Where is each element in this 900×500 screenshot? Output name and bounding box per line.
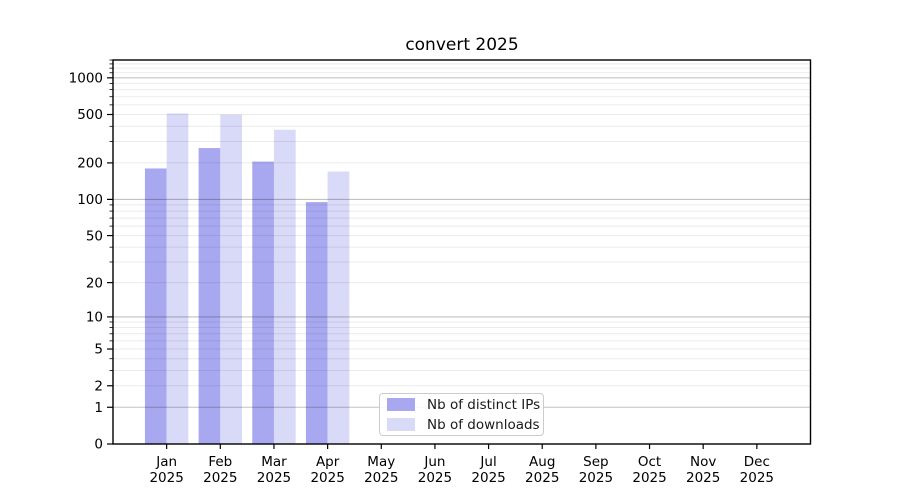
bar-downloads [273,129,296,444]
x-tick-label-month: Jul [479,454,496,470]
x-tick-label-year: 2025 [203,470,237,486]
bar-downloads [327,171,350,445]
bar-downloads [166,113,189,445]
x-tick-label-year: 2025 [632,470,666,486]
x-tick-label-year: 2025 [740,470,774,486]
chart-title: convert 2025 [405,35,519,55]
y-tick-label: 5 [94,342,103,358]
x-tick-label-year: 2025 [418,470,452,486]
x-tick-label-month: Sep [583,454,608,470]
legend-label-downloads: Nb of downloads [427,416,540,433]
x-tick-label-month: Oct [638,454,661,470]
x-tick-label-month: Nov [690,454,716,470]
x-tick-label-year: 2025 [471,470,505,486]
legend-item-downloads: Nb of downloads [387,416,540,433]
legend-item-distinct-ips: Nb of distinct IPs [387,396,541,413]
x-tick-label-month: Dec [744,454,770,470]
x-tick-label-month: May [367,454,395,470]
y-tick-label: 2 [94,378,103,394]
y-tick-label: 10 [86,310,103,326]
x-tick-label-year: 2025 [310,470,344,486]
x-tick-label-year: 2025 [579,470,613,486]
y-tick-label: 500 [77,107,103,123]
x-tick-label-month: Aug [529,454,555,470]
bar-distinct-ips [305,202,328,444]
legend-swatch-distinct-ips [387,398,415,411]
x-tick-label-year: 2025 [686,470,720,486]
bar-distinct-ips [144,168,167,444]
x-tick-label-year: 2025 [364,470,398,486]
legend-label-distinct-ips: Nb of distinct IPs [427,396,541,413]
x-tick-label-month: Apr [316,454,340,470]
x-tick-label-year: 2025 [525,470,559,486]
bar-distinct-ips [198,148,221,444]
bar-downloads [220,114,243,444]
x-tick-label-year: 2025 [149,470,183,486]
x-tick-label-month: Mar [261,454,287,470]
x-tick-label-year: 2025 [257,470,291,486]
legend-swatch-downloads [387,418,415,431]
axes-spines [112,59,812,445]
x-tick-label-month: Feb [208,454,232,470]
y-tick-label: 100 [77,192,103,208]
legend: Nb of distinct IPs Nb of downloads [379,393,544,436]
y-tick-label: 1000 [69,71,103,87]
x-tick-label-month: Jun [423,454,445,470]
y-tick-label: 1 [94,400,103,416]
y-tick-label: 200 [77,156,103,172]
y-tick-label: 0 [94,437,103,453]
y-tick-label: 20 [86,275,103,291]
y-tick-label: 50 [86,228,103,244]
x-tick-label-month: Jan [155,454,177,470]
bar-distinct-ips [252,161,274,445]
